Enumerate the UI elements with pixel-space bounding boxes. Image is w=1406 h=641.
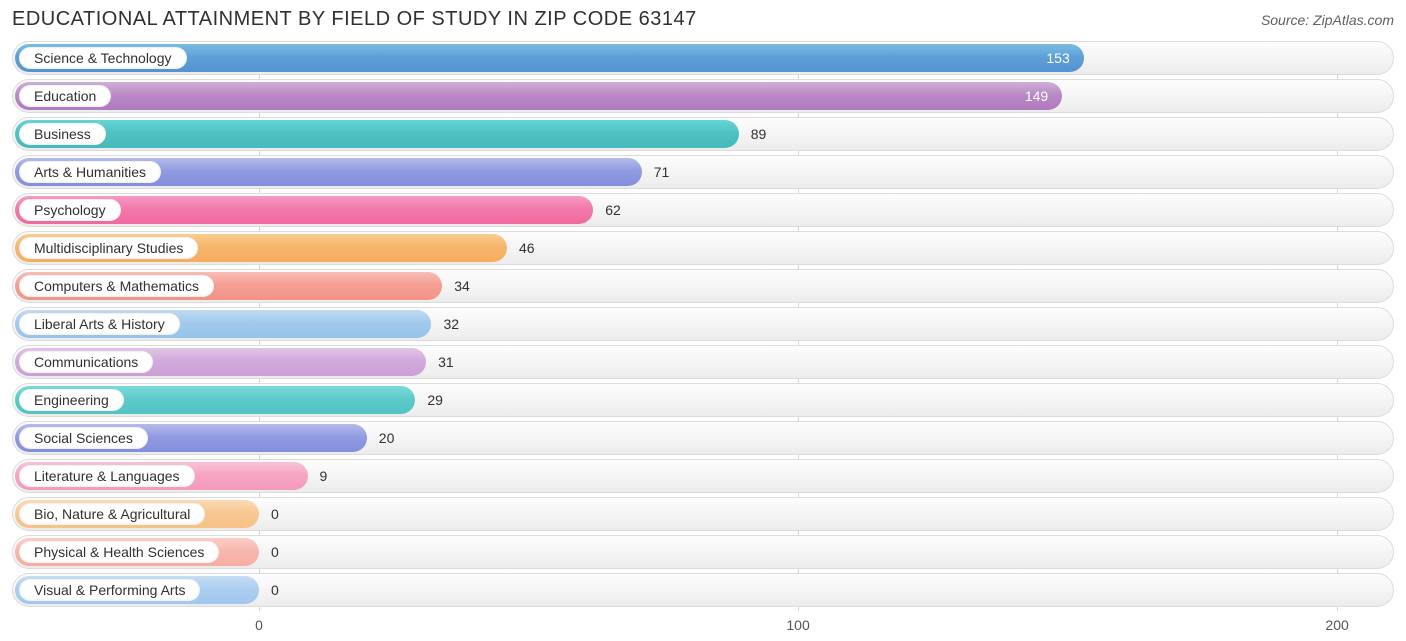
bar-row: Multidisciplinary Studies 46 [12,231,1394,265]
bar-label-pill: Psychology [19,199,121,221]
bar-row: Psychology 62 [12,193,1394,227]
bar-value: 32 [443,307,459,341]
chart-source: Source: ZipAtlas.com [1261,12,1394,28]
bar-label-pill: Communications [19,351,153,373]
bar-value: 89 [751,117,767,151]
bar-value: 46 [519,231,535,265]
bar-row: Physical & Health Sciences 0 [12,535,1394,569]
x-axis-tick: 0 [255,617,263,633]
bar-label-pill: Visual & Performing Arts [19,579,200,601]
bar-row: Communications 31 [12,345,1394,379]
bar-row: Computers & Mathematics 34 [12,269,1394,303]
bar-label-pill: Education [19,85,111,107]
bar-row: Business 89 [12,117,1394,151]
bar-value: 20 [379,421,395,455]
chart-header: EDUCATIONAL ATTAINMENT BY FIELD OF STUDY… [12,8,1394,31]
bar-value: 29 [427,383,443,417]
bar-label-pill: Literature & Languages [19,465,195,487]
bar-label-pill: Arts & Humanities [19,161,161,183]
bar-label-pill: Computers & Mathematics [19,275,214,297]
bar-row: Arts & Humanities 71 [12,155,1394,189]
bar-label-pill: Science & Technology [19,47,187,69]
bar-value: 62 [605,193,621,227]
bar-label-pill: Business [19,123,106,145]
bar-row: Bio, Nature & Agricultural 0 [12,497,1394,531]
bar-row: Social Sciences 20 [12,421,1394,455]
bar-row: Engineering 29 [12,383,1394,417]
bar-label-pill: Multidisciplinary Studies [19,237,198,259]
bar-row: Literature & Languages 9 [12,459,1394,493]
x-axis-tick: 100 [786,617,809,633]
bar-label-pill: Social Sciences [19,427,148,449]
bar-label-pill: Bio, Nature & Agricultural [19,503,205,525]
bar-value: 31 [438,345,454,379]
bar-value: 149 [1025,79,1048,113]
chart-plot: Science & Technology 153 Education 149 Busin… [12,41,1394,641]
bar-row: Science & Technology 153 [12,41,1394,75]
bar-label-pill: Liberal Arts & History [19,313,180,335]
bar-fill [15,82,1062,110]
bar-row: Visual & Performing Arts 0 [12,573,1394,607]
bar-label-pill: Physical & Health Sciences [19,541,219,563]
x-axis: 0 100 200 [12,611,1394,641]
bar-value: 71 [654,155,670,189]
bar-value: 0 [271,535,279,569]
bar-value: 9 [320,459,328,493]
bar-row: Liberal Arts & History 32 [12,307,1394,341]
bar-fill [15,120,739,148]
chart-container: EDUCATIONAL ATTAINMENT BY FIELD OF STUDY… [0,0,1406,632]
bar-value: 153 [1046,41,1069,75]
chart-title: EDUCATIONAL ATTAINMENT BY FIELD OF STUDY… [12,8,697,31]
bar-value: 0 [271,573,279,607]
x-axis-tick: 200 [1325,617,1348,633]
bar-label-pill: Engineering [19,389,124,411]
bar-value: 34 [454,269,470,303]
bar-value: 0 [271,497,279,531]
bar-row: Education 149 [12,79,1394,113]
